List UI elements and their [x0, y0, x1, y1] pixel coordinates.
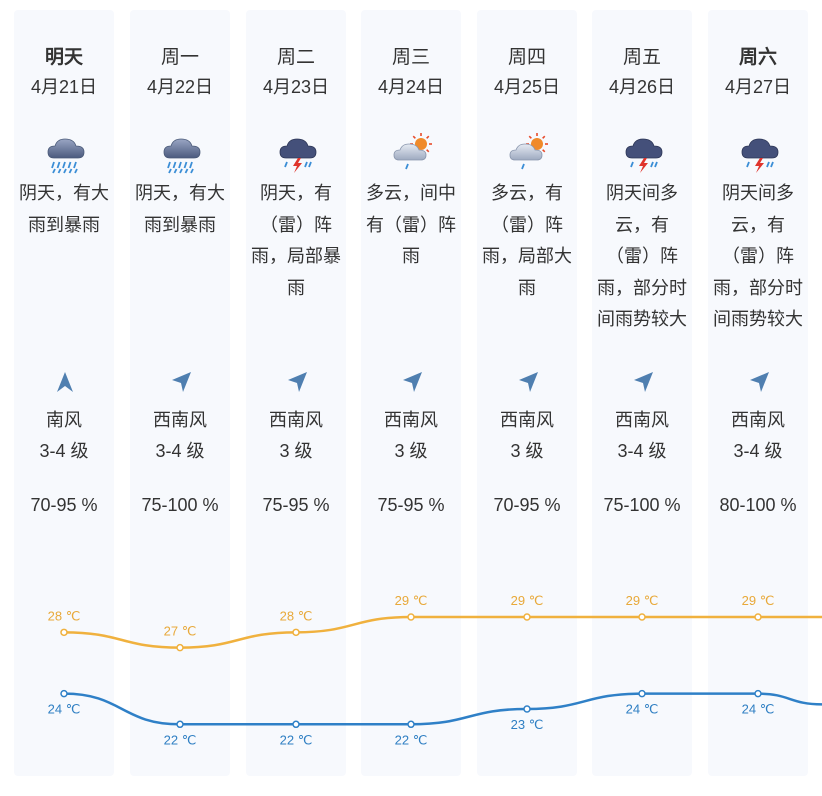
wind-direction: 西南风	[731, 410, 785, 430]
forecast-day-2: 周一 4月22日阴天，有大雨到暴雨西南风 3-4 级 75-100 %	[130, 10, 230, 776]
day-date: 4月22日	[146, 77, 214, 97]
thunderstorm-icon	[625, 138, 663, 173]
wind-level: 3 级	[279, 441, 313, 461]
humidity: 70-95 %	[30, 495, 98, 515]
description-line: 雨到暴雨	[144, 214, 216, 235]
weather-description: 阴天间多云，有 （雷）阵雨，部分时间雨势较大	[708, 178, 808, 336]
day-date: 4月27日	[724, 77, 792, 97]
wind-level: 3-4 级	[155, 441, 205, 461]
description-line: 阴天间多	[606, 183, 678, 203]
heavy-rain-icon	[47, 138, 85, 174]
wind-direction: 西南风	[615, 410, 669, 430]
description-line: 云，有	[615, 214, 669, 235]
forecast-day-5: 周四 4月25日多云，有 （雷）阵雨，局部大雨西南风 3 级 70-95 %	[477, 10, 577, 776]
description-line: （雷）阵	[491, 214, 563, 235]
day-date: 4月26日	[608, 77, 676, 97]
description-line: 阴天，有大	[19, 183, 109, 203]
description-line: （雷）阵	[260, 214, 332, 235]
description-line: 多云，有	[491, 183, 563, 203]
day-date: 4月23日	[262, 77, 330, 97]
wind-direction: 西南风	[500, 410, 554, 430]
wind-direction: 西南风	[384, 410, 438, 430]
description-line: 雨，局部大	[482, 246, 572, 266]
wind-south-icon	[57, 372, 73, 392]
description-line: 雨，部分时	[597, 277, 687, 298]
description-line: 雨	[518, 277, 536, 298]
wind-level: 3 级	[394, 441, 428, 461]
description-line: 阴天间多	[722, 183, 794, 203]
forecast-day-4: 周三 4月24日多云，间中有（雷）阵雨西南风 3 级 75-95 %	[361, 10, 461, 776]
humidity: 75-100 %	[141, 495, 219, 515]
sun-cloud-rain-icon	[393, 133, 432, 170]
forecast-day-7: 周六 4月27日阴天间多云，有 （雷）阵雨，部分时间雨势较大西南风 3-4 级 80-1…	[708, 10, 808, 776]
thunderstorm-icon	[279, 138, 317, 173]
description-line: 多云，间中	[366, 183, 456, 203]
sun-cloud-rain-icon	[509, 133, 548, 170]
wind-southwest-icon	[750, 372, 769, 392]
wind-southwest-icon	[288, 372, 307, 392]
humidity: 75-100 %	[603, 495, 681, 515]
description-line: 雨	[402, 246, 420, 266]
weather-description: 多云，有 （雷）阵雨，局部大雨	[477, 178, 577, 304]
description-line: 雨	[287, 277, 305, 298]
wind-level: 3-4 级	[39, 441, 89, 461]
humidity: 75-95 %	[262, 495, 330, 515]
description-line: 阴天，有大	[135, 183, 225, 203]
description-line: 有（雷）阵	[366, 214, 456, 235]
humidity: 75-95 %	[377, 495, 445, 515]
weather-description: 阴天间多云，有 （雷）阵雨，部分时间雨势较大	[592, 178, 692, 336]
day-name: 周六	[738, 47, 777, 68]
forecast-day-1: 明天 4月21日阴天，有大雨到暴雨南风 3-4 级 70-95 %	[14, 10, 114, 776]
description-line: （雷）阵	[722, 246, 794, 266]
description-line: 雨，部分时	[713, 277, 803, 298]
day-date: 4月21日	[30, 77, 98, 97]
forecast-day-3: 周二 4月23日阴天，有 （雷）阵雨，局部暴雨西南风 3 级 75-95 %	[246, 10, 346, 776]
description-line: 雨到暴雨	[28, 214, 100, 235]
day-name: 周三	[391, 47, 430, 68]
day-name: 周二	[276, 47, 315, 68]
description-line: （雷）阵	[606, 246, 678, 266]
weather-description: 多云，间中有（雷）阵雨	[361, 178, 461, 273]
day-date: 4月25日	[493, 77, 561, 97]
wind-southwest-icon	[634, 372, 653, 392]
wind-direction: 南风	[46, 410, 82, 430]
description-line: 雨，局部暴	[251, 246, 341, 266]
thunderstorm-icon	[741, 138, 779, 173]
wind-level: 3-4 级	[733, 441, 783, 461]
day-name: 周一	[160, 47, 199, 68]
wind-direction: 西南风	[153, 410, 207, 430]
wind-level: 3-4 级	[617, 441, 667, 461]
wind-direction: 西南风	[269, 410, 323, 430]
wind-southwest-icon	[172, 372, 191, 392]
day-name: 周五	[622, 47, 661, 68]
description-line: 阴天，有	[260, 183, 332, 203]
humidity: 70-95 %	[493, 495, 561, 515]
wind-level: 3 级	[510, 441, 544, 461]
wind-southwest-icon	[519, 372, 538, 392]
heavy-rain-icon	[163, 138, 201, 174]
forecast-day-6: 周五 4月26日阴天间多云，有 （雷）阵雨，部分时间雨势较大西南风 3-4 级 75-1…	[592, 10, 692, 776]
description-line: 间雨势较大	[713, 309, 803, 329]
day-name: 明天	[44, 47, 83, 68]
wind-southwest-icon	[403, 372, 422, 392]
day-name: 周四	[507, 47, 546, 68]
weather-description: 阴天，有大雨到暴雨	[130, 178, 230, 241]
weather-description: 阴天，有 （雷）阵雨，局部暴雨	[246, 178, 346, 304]
humidity: 80-100 %	[719, 495, 797, 515]
weather-description: 阴天，有大雨到暴雨	[14, 178, 114, 241]
day-date: 4月24日	[377, 77, 445, 97]
description-line: 云，有	[731, 214, 785, 235]
description-line: 间雨势较大	[597, 309, 687, 329]
